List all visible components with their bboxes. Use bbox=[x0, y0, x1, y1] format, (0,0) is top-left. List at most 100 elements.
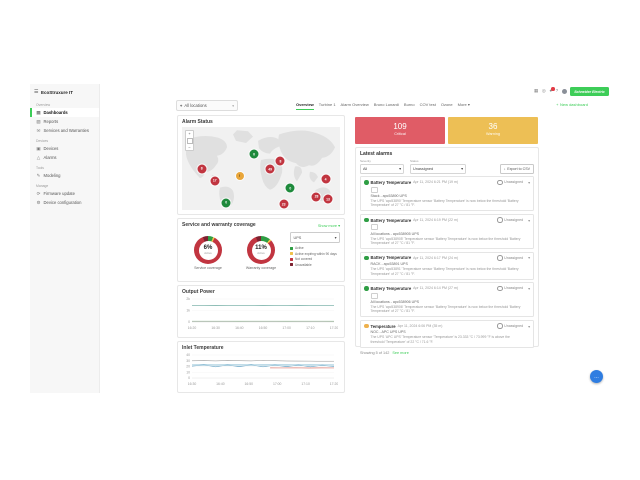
tab-alarm-overview[interactable]: Alarm Overview bbox=[340, 102, 369, 107]
alarm-assignee[interactable]: Unassigned bbox=[497, 255, 523, 261]
map-marker-critical[interactable]: 28 bbox=[311, 192, 321, 202]
map-marker-ok[interactable]: 0 bbox=[249, 149, 259, 159]
status-filter-select[interactable]: Unassigned ▾ bbox=[410, 163, 466, 174]
legend-item-active-expiring-within-90-days: Active expiring within 90 days bbox=[290, 252, 340, 256]
warning-alarms-card[interactable]: 36 Warning bbox=[448, 117, 538, 144]
sidebar-item-reports[interactable]: ▨ Reports bbox=[30, 117, 99, 126]
map-zoom-out-button[interactable]: − bbox=[188, 144, 191, 150]
svg-text:17:00: 17:00 bbox=[282, 326, 291, 330]
svg-text:16:50: 16:50 bbox=[245, 382, 254, 386]
user-avatar[interactable] bbox=[561, 89, 567, 94]
tab-burno[interactable]: Burno bbox=[403, 102, 415, 107]
output-power-chart: 2k 1k 0 16:20 16:30 16:40 16:50 17:00 17:10 17:20 bbox=[186, 297, 338, 330]
map-pan-icon[interactable] bbox=[186, 137, 193, 144]
tab-turbine-1[interactable]: Turbine 1 bbox=[318, 102, 336, 107]
alarm-status-title: Alarm Status bbox=[182, 119, 213, 125]
map-marker-critical[interactable]: 13 bbox=[323, 194, 333, 204]
map-marker-critical[interactable]: 17 bbox=[210, 176, 220, 186]
critical-alarms-card[interactable]: 109 Critical bbox=[355, 117, 445, 144]
sidebar-item-dashboards[interactable]: ▤ Dashboards bbox=[30, 108, 99, 117]
alarm-assignee[interactable]: Unassigned bbox=[497, 179, 523, 185]
map-zoom-in-button[interactable]: + bbox=[188, 131, 191, 136]
alarm-list-item[interactable]: Battery Temperature Apr 11, 2024 6:17 PM … bbox=[360, 251, 534, 280]
schneider-logo[interactable]: Schneider Electric bbox=[570, 87, 609, 96]
sidebar-item-services-and-warranties[interactable]: ✉ Services and Warranties bbox=[30, 126, 99, 135]
sidebar-item-devices[interactable]: ▣ Devices bbox=[30, 144, 99, 153]
alarm-assignee-label: Unassigned bbox=[504, 286, 524, 291]
device-type-selector[interactable]: UPS ▾ bbox=[290, 232, 340, 243]
severity-filter-value: All bbox=[363, 166, 368, 171]
chevron-down-icon[interactable]: ▾ bbox=[528, 286, 530, 291]
topbar-actions: ▦ ◎ ● ? Schneider Electric bbox=[534, 87, 609, 96]
sidebar-item-label: Reports bbox=[43, 119, 59, 124]
world-map[interactable]: + − 0 8 17! 0 49 8 0 23 4 28 13 bbox=[182, 127, 340, 210]
notification-badge bbox=[551, 87, 555, 91]
svg-text:10: 10 bbox=[186, 370, 190, 374]
globe-icon[interactable]: ◎ bbox=[541, 88, 546, 94]
tab-overview[interactable]: Overview bbox=[296, 102, 314, 110]
chevron-down-icon[interactable]: ▾ bbox=[528, 218, 530, 223]
app-title: EcoStruxure IT bbox=[40, 89, 73, 95]
map-marker-critical[interactable]: 4 bbox=[321, 174, 331, 184]
alarm-filters: Severity All ▾ Status Unassigned ▾ ↓ Exp… bbox=[360, 159, 534, 174]
new-dashboard-link[interactable]: + New dashboard bbox=[556, 102, 588, 107]
see-more-link[interactable]: See more bbox=[392, 351, 409, 356]
alarm-assignee[interactable]: Unassigned bbox=[497, 285, 524, 292]
alarm-description: The UPS 'apc53891' Temperature sensor 'B… bbox=[370, 267, 519, 276]
svg-text:2k: 2k bbox=[186, 297, 190, 301]
severity-filter: Severity All ▾ bbox=[360, 159, 404, 174]
download-icon: ↓ bbox=[503, 166, 506, 171]
show-more-link[interactable]: Show more ▾ bbox=[317, 223, 340, 228]
export-csv-button[interactable]: ↓ Export to CSV bbox=[499, 163, 534, 174]
coverage-title: Service and warranty coverage bbox=[182, 222, 256, 228]
alarm-list-item[interactable]: Temperature Apr 11, 2024 6:06 PM (35 m) Un… bbox=[360, 319, 534, 348]
alarm-timestamp: Apr 11, 2024 6:06 PM (35 m) bbox=[397, 324, 443, 329]
chevron-down-icon: ▾ bbox=[461, 167, 463, 171]
tab-more[interactable]: More ▾ bbox=[457, 102, 470, 107]
svg-text:17:00: 17:00 bbox=[273, 382, 282, 386]
map-marker-critical[interactable]: 23 bbox=[279, 199, 289, 209]
notifications-icon[interactable]: ● bbox=[549, 87, 555, 94]
chevron-down-icon: ▾ bbox=[334, 236, 337, 240]
alarm-tag-chip[interactable] bbox=[370, 292, 378, 299]
severity-filter-select[interactable]: All ▾ bbox=[360, 163, 404, 174]
alarm-tag-chip[interactable] bbox=[370, 224, 378, 231]
map-marker-critical[interactable]: 49 bbox=[265, 164, 275, 174]
alarm-description: The UPS 'apc538906' Temperature sensor '… bbox=[370, 305, 521, 314]
alarm-status-card: Alarm Status + bbox=[177, 115, 345, 215]
map-marker-ok[interactable]: 0 bbox=[285, 183, 295, 193]
sidebar-item-firmware-update[interactable]: ⟳ Firmware update bbox=[30, 189, 99, 198]
apps-grid-icon[interactable]: ▦ bbox=[534, 88, 539, 94]
alarm-assignee-label: Unassigned bbox=[504, 218, 524, 223]
help-icon[interactable]: ? bbox=[555, 88, 559, 94]
location-selector[interactable]: ⌖ All locations ▾ bbox=[176, 100, 238, 111]
chevron-down-icon[interactable]: ▾ bbox=[528, 256, 530, 261]
alarm-list-item[interactable]: Battery Temperature Apr 11, 2024 6:14 PM … bbox=[360, 282, 534, 318]
chevron-down-icon[interactable]: ▾ bbox=[528, 180, 530, 185]
map-marker-warning[interactable]: ! bbox=[235, 171, 244, 180]
menu-icon[interactable]: ☰ bbox=[34, 89, 39, 95]
alarm-assignee[interactable]: Unassigned bbox=[497, 323, 523, 329]
tab-cov-test[interactable]: COV test bbox=[419, 102, 436, 107]
svg-text:1k: 1k bbox=[186, 309, 190, 313]
critical-label: Critical bbox=[394, 131, 406, 136]
alarm-title: Battery Temperature bbox=[370, 217, 412, 223]
alarm-list-footer: Showing 5 of 142 See more bbox=[360, 351, 534, 355]
chevron-down-icon[interactable]: ▾ bbox=[528, 324, 530, 329]
chat-fab-button[interactable]: … bbox=[590, 370, 603, 383]
tab-bruno-lunardi[interactable]: Bruno Lunardi bbox=[373, 102, 399, 107]
sidebar-item-modeling[interactable]: ✎ Modeling bbox=[30, 171, 99, 180]
legend-label: Not covered bbox=[295, 257, 313, 262]
map-marker-critical[interactable]: 8 bbox=[275, 156, 285, 166]
map-marker-critical[interactable]: 8 bbox=[197, 164, 207, 173]
map-marker-ok[interactable]: 0 bbox=[221, 198, 231, 208]
alarm-assignee[interactable]: Unassigned bbox=[497, 217, 523, 223]
sidebar-item-label: Firmware update bbox=[43, 191, 75, 196]
sidebar-item-device-configuration[interactable]: ⚙ Device configuration bbox=[30, 198, 99, 207]
sidebar-item-alarms[interactable]: △ Alarms bbox=[30, 153, 99, 162]
location-selector-value: All locations bbox=[184, 103, 207, 108]
alarm-tag-chip[interactable] bbox=[370, 186, 378, 193]
alarm-list-item[interactable]: Battery Temperature Apr 11, 2024 6:21 PM … bbox=[360, 176, 534, 212]
tab-ozone[interactable]: Ozone bbox=[440, 102, 453, 107]
alarm-list-item[interactable]: Battery Temperature Apr 11, 2024 6:19 PM … bbox=[360, 213, 534, 250]
